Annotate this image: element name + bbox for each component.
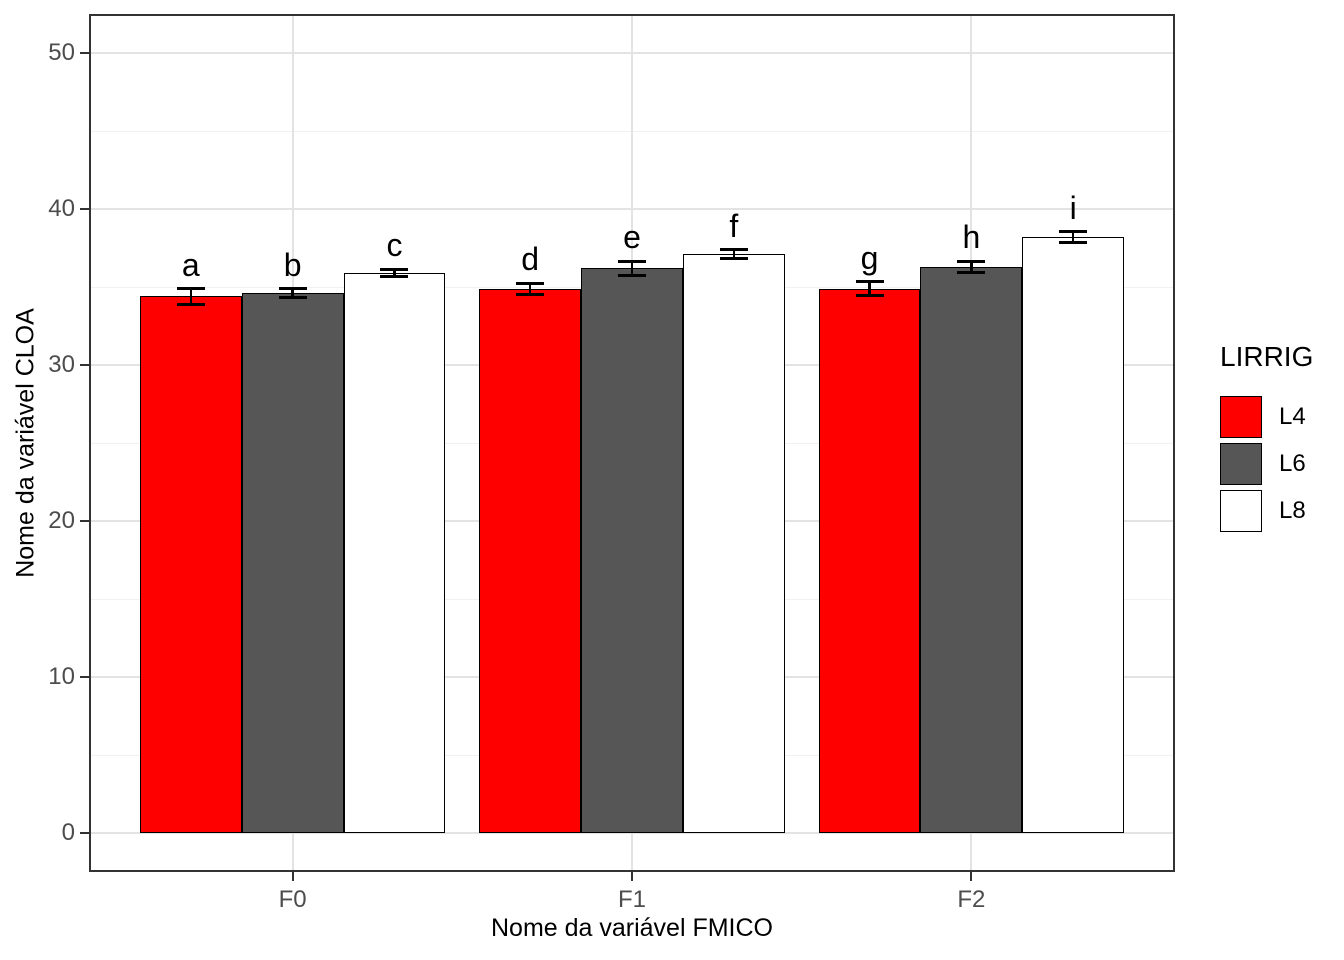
error-bar-cap-top bbox=[516, 281, 545, 285]
x-axis-tick bbox=[291, 872, 294, 881]
bar-letter-label: e bbox=[623, 219, 641, 256]
legend-key-swatch bbox=[1220, 443, 1262, 485]
error-bar-cap-top bbox=[618, 259, 646, 263]
legend-item-L8: L8 bbox=[1220, 490, 1313, 532]
bar-letter-label: c bbox=[386, 227, 403, 264]
x-axis-title: Nome da variável FMICO bbox=[490, 914, 774, 942]
bar-F1-L8 bbox=[682, 254, 785, 833]
error-bar-line bbox=[291, 288, 294, 298]
x-axis-tick bbox=[631, 872, 633, 881]
error-bar-line bbox=[1071, 231, 1075, 243]
y-axis-tick-label: 40 bbox=[48, 195, 75, 222]
legend-key-swatch bbox=[1220, 490, 1262, 532]
error-bar-cap-bottom bbox=[618, 273, 646, 277]
error-bar-cap-top bbox=[1059, 230, 1088, 234]
bar-letter-label: h bbox=[962, 219, 981, 256]
bar-F2-L6 bbox=[920, 266, 1023, 833]
bar-letter-label: a bbox=[181, 246, 200, 283]
y-axis-title: Nome da variável CLOA bbox=[11, 308, 40, 578]
error-bar-cap-bottom bbox=[278, 296, 307, 300]
bar-letter-label: b bbox=[283, 246, 302, 283]
bar-letter-label: i bbox=[1069, 189, 1077, 226]
bar-F0-L6 bbox=[241, 293, 344, 833]
y-axis-tick-label: 30 bbox=[48, 351, 75, 378]
legend-item-label: L6 bbox=[1279, 450, 1306, 477]
bar-F1-L4 bbox=[479, 288, 582, 833]
error-bar-cap-top bbox=[176, 287, 205, 291]
x-axis-tick-label: F1 bbox=[617, 886, 646, 913]
legend-item-label: L8 bbox=[1279, 497, 1306, 524]
error-bar-cap-top bbox=[380, 267, 409, 271]
y-axis-tick bbox=[80, 832, 89, 834]
error-bar-cap-bottom bbox=[380, 275, 409, 279]
legend-item-L4: L4 bbox=[1220, 396, 1313, 438]
error-bar-cap-bottom bbox=[855, 294, 884, 298]
legend-items: L4 L6 L8 bbox=[1220, 396, 1313, 532]
bar-F0-L4 bbox=[139, 296, 242, 833]
error-bar-cap-top bbox=[855, 280, 884, 284]
x-axis-tick-label: F2 bbox=[957, 886, 986, 913]
error-bar-line bbox=[970, 261, 973, 273]
error-bar-line bbox=[528, 283, 532, 294]
error-bar-cap-bottom bbox=[957, 270, 986, 274]
y-axis-tick-label: 50 bbox=[48, 39, 75, 66]
y-axis-tick-label: 0 bbox=[61, 819, 75, 846]
y-axis-tick-label: 20 bbox=[48, 507, 75, 534]
bar-F1-L6 bbox=[581, 268, 683, 833]
error-bar-line bbox=[189, 288, 193, 305]
y-axis-tick bbox=[80, 520, 89, 522]
y-axis-tick bbox=[80, 52, 89, 54]
legend-key-swatch bbox=[1220, 396, 1262, 438]
legend-item-label: L4 bbox=[1279, 403, 1306, 430]
error-bar-cap-top bbox=[719, 248, 748, 252]
error-bar-cap-top bbox=[278, 287, 307, 291]
bar-letter-label: f bbox=[729, 207, 739, 244]
error-bar-cap-bottom bbox=[1059, 241, 1088, 245]
error-bar-cap-bottom bbox=[176, 302, 205, 306]
bar-letter-label: g bbox=[860, 239, 879, 276]
legend-title: LIRRIG bbox=[1220, 341, 1314, 372]
legend-item-L6: L6 bbox=[1220, 443, 1313, 485]
error-bar-cap-bottom bbox=[719, 257, 748, 261]
x-axis-tick bbox=[970, 872, 973, 881]
error-bar-cap-top bbox=[957, 259, 986, 263]
y-axis-tick bbox=[80, 364, 89, 366]
bar-F0-L8 bbox=[343, 272, 446, 833]
error-bar-line bbox=[393, 269, 396, 277]
bar-letter-label: d bbox=[521, 241, 540, 278]
plot-panel: a b c d e f g h i bbox=[89, 14, 1175, 872]
error-bar-line bbox=[732, 249, 736, 259]
y-axis-tick-label: 10 bbox=[48, 663, 75, 690]
bar-F2-L8 bbox=[1022, 237, 1125, 833]
error-bar-cap-bottom bbox=[516, 292, 545, 296]
error-bar-line bbox=[868, 281, 871, 296]
error-bar-line bbox=[630, 261, 634, 276]
bar-F2-L4 bbox=[818, 288, 921, 833]
y-axis-tick bbox=[80, 676, 89, 678]
y-axis-tick bbox=[80, 208, 89, 210]
x-axis-tick-label: F0 bbox=[278, 886, 307, 913]
legend: LIRRIG L4 L6 L8 bbox=[1220, 340, 1313, 537]
